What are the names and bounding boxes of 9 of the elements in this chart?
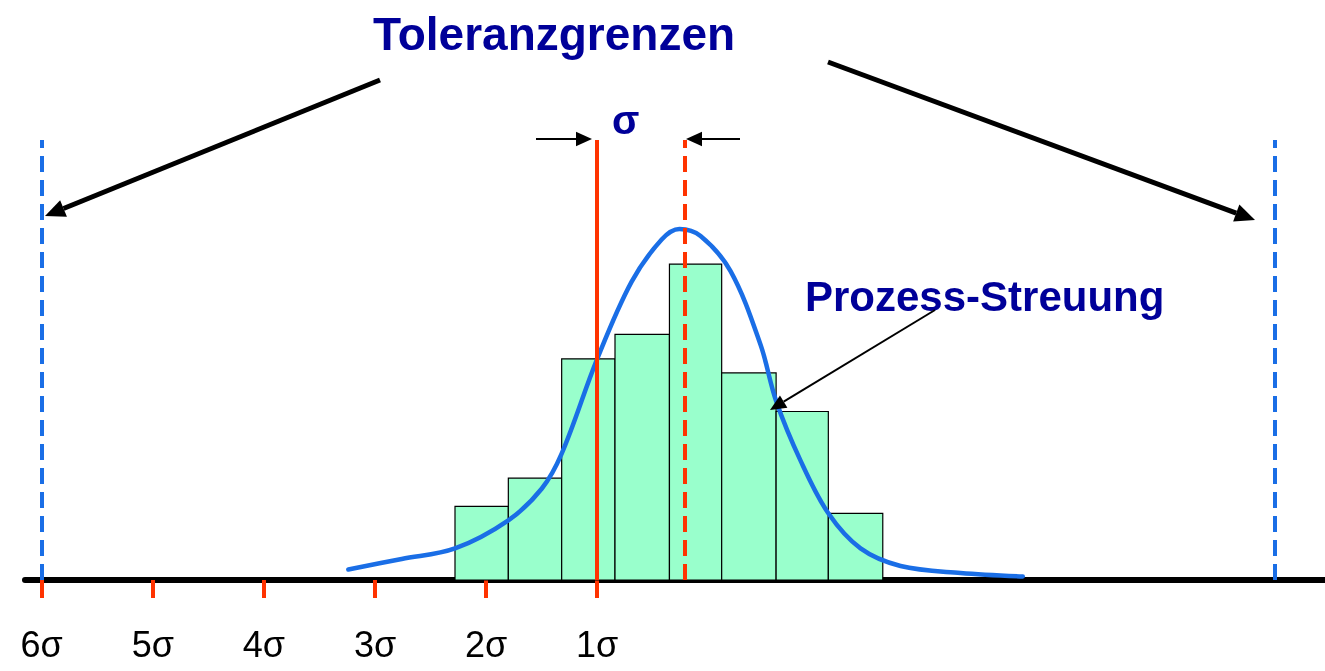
chart-title: Toleranzgrenzen [373,8,736,60]
x-tick-label: 5σ [131,623,174,665]
text: σ [612,98,640,142]
x-tick-label: 1σ [576,623,619,665]
x-tick-label: 6σ [20,623,63,665]
x-tick-label: 2σ [464,623,508,665]
x-tick-label: 3σ [353,623,397,665]
annotation: Prozess-Streuung [805,272,1165,320]
x-tick-label: 4σ [242,623,286,665]
